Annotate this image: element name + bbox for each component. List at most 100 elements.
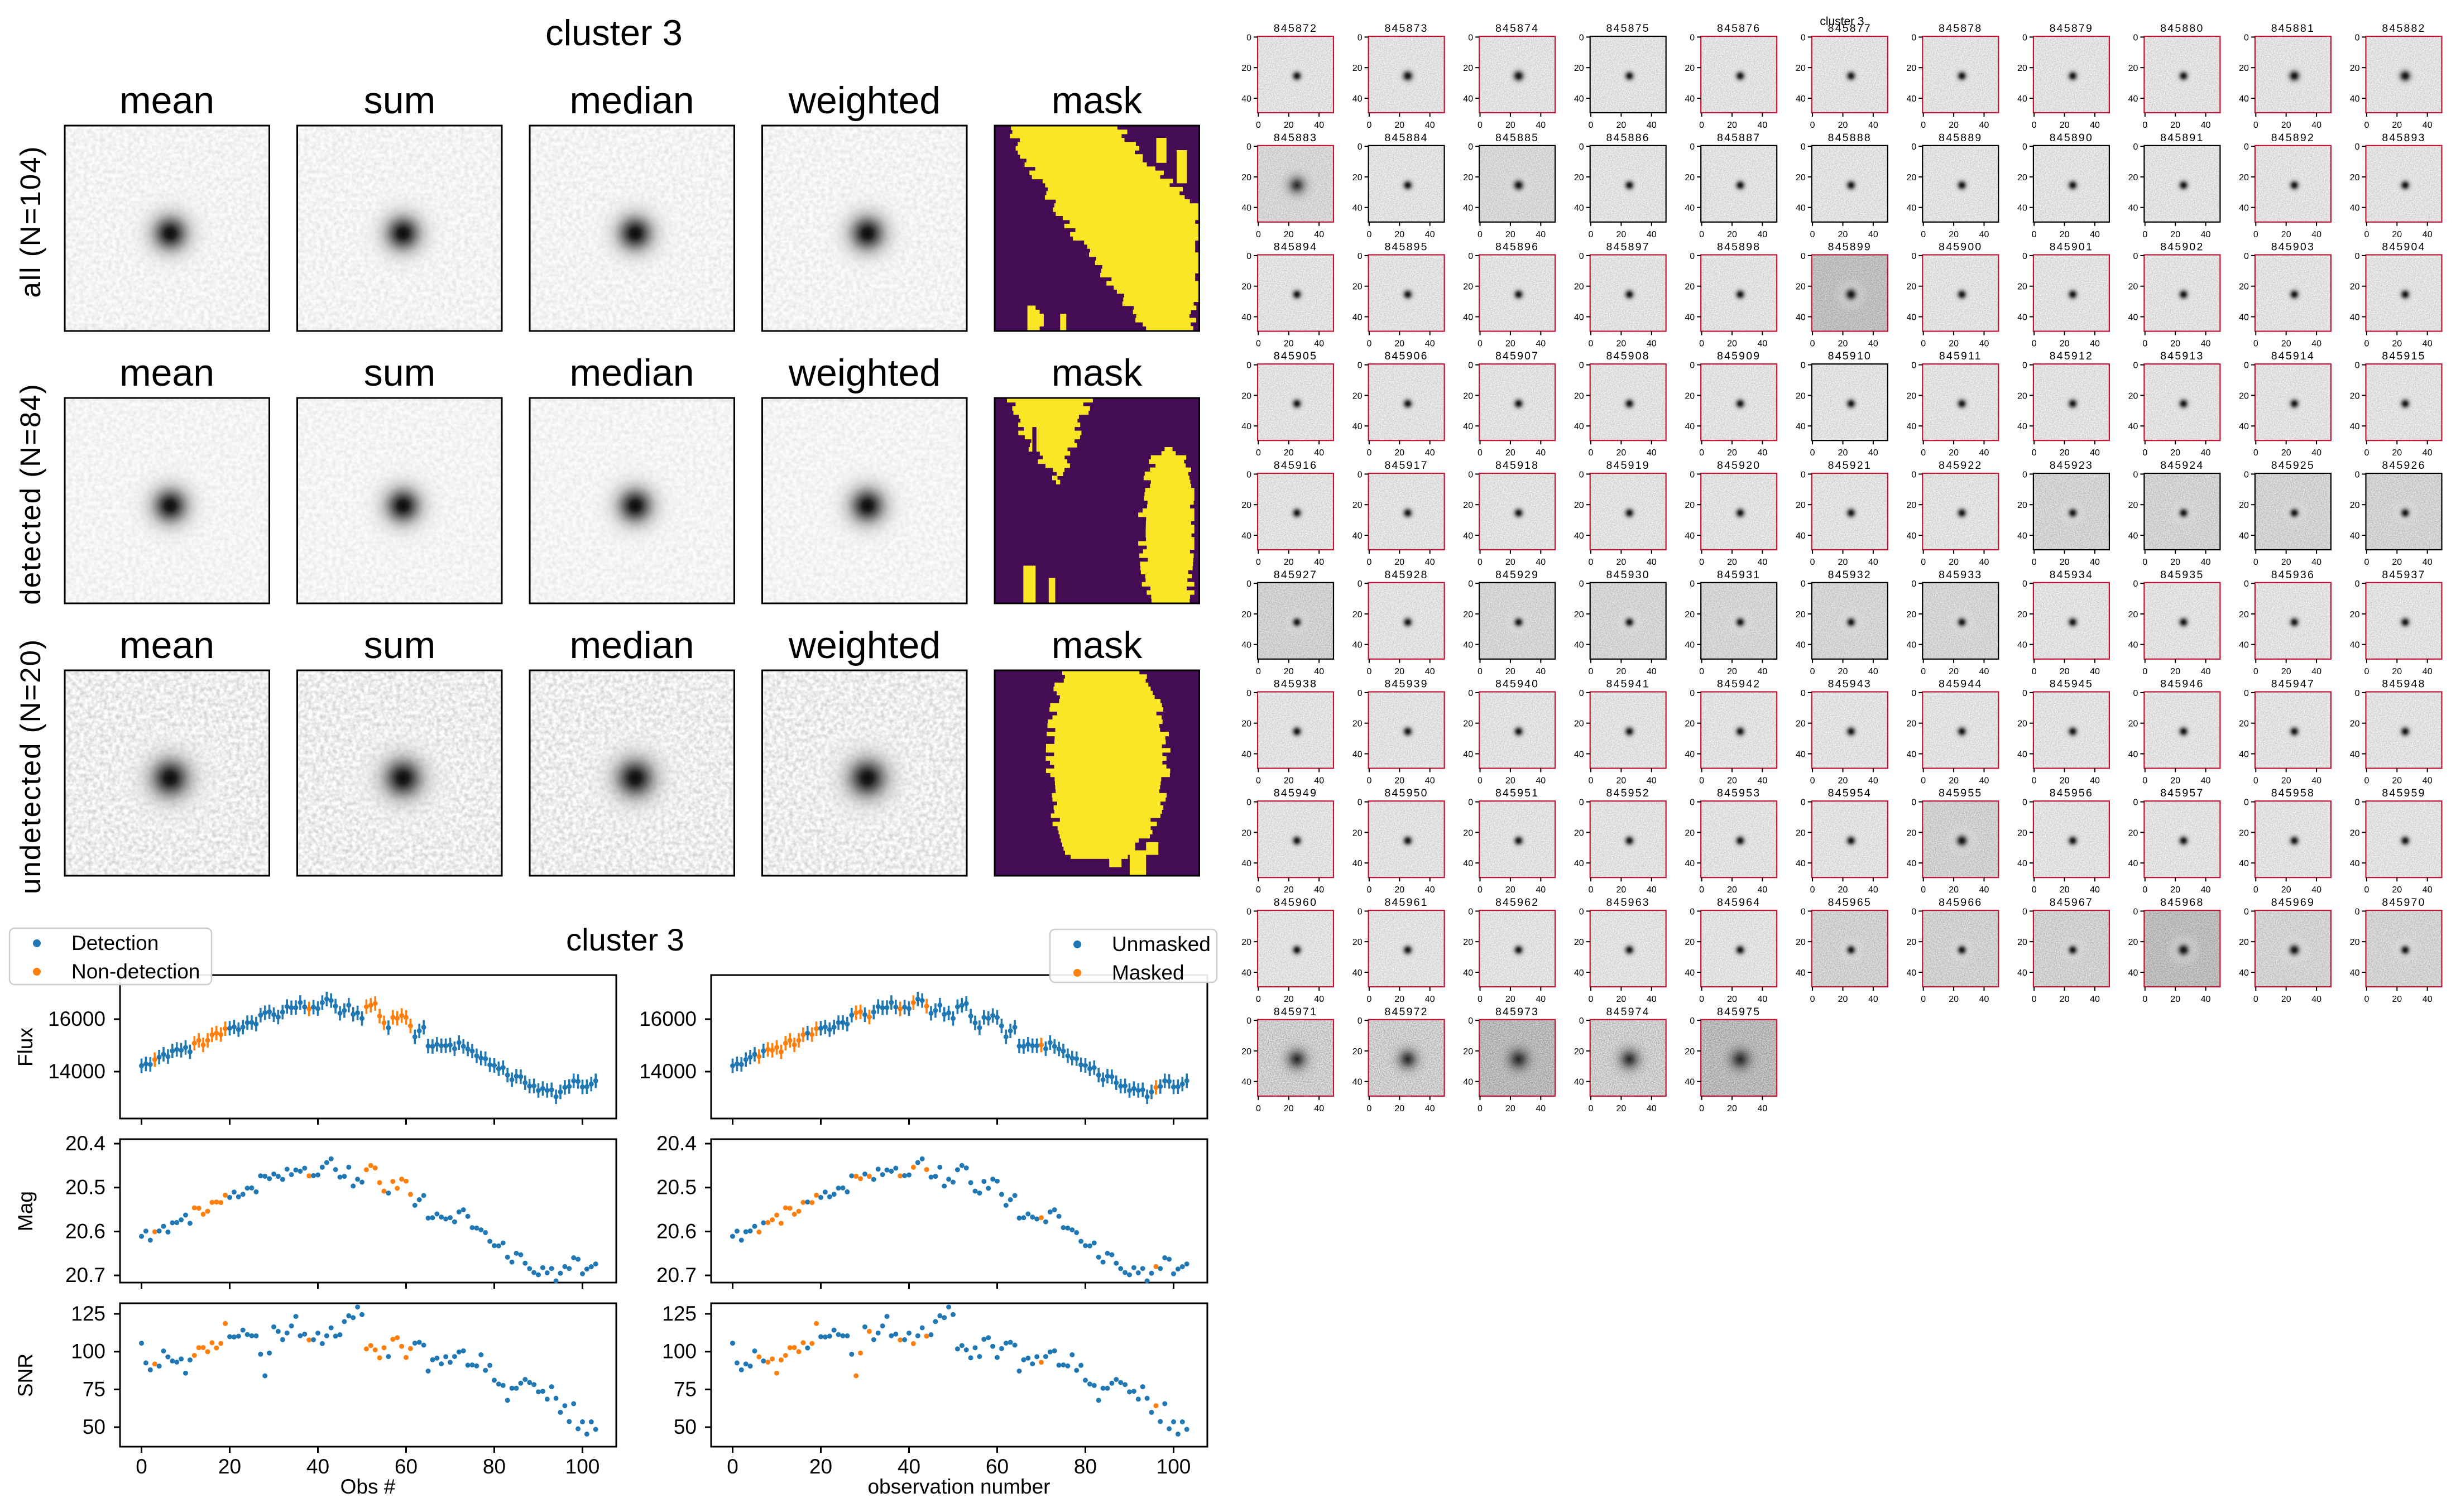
svg-text:40: 40 — [1425, 448, 1435, 458]
svg-text:845959: 845959 — [2382, 787, 2425, 799]
svg-text:20: 20 — [1949, 339, 1959, 349]
svg-text:40: 40 — [2311, 339, 2321, 349]
svg-text:20.7: 20.7 — [65, 1264, 105, 1287]
svg-text:40: 40 — [2128, 94, 2138, 104]
svg-text:40: 40 — [2090, 448, 2100, 458]
svg-text:0: 0 — [1478, 995, 1483, 1004]
svg-text:20: 20 — [1727, 885, 1737, 895]
svg-text:20: 20 — [1796, 719, 1806, 729]
svg-text:40: 40 — [1868, 776, 1878, 786]
svg-text:20: 20 — [2170, 885, 2180, 895]
svg-text:40: 40 — [2239, 313, 2249, 323]
svg-text:100: 100 — [71, 1340, 105, 1363]
svg-text:0: 0 — [1589, 995, 1594, 1004]
svg-text:0: 0 — [1589, 558, 1594, 567]
svg-text:0: 0 — [1911, 470, 1916, 479]
svg-text:40: 40 — [1241, 750, 1251, 760]
svg-text:40: 40 — [2017, 750, 2027, 760]
svg-text:0: 0 — [2355, 252, 2360, 261]
svg-text:40: 40 — [1536, 995, 1546, 1004]
svg-text:0: 0 — [1366, 1104, 1371, 1113]
svg-text:40: 40 — [2128, 204, 2138, 213]
svg-text:0: 0 — [1579, 907, 1584, 916]
svg-text:40: 40 — [1314, 121, 1324, 130]
svg-text:20: 20 — [2350, 719, 2360, 729]
svg-text:0: 0 — [1801, 907, 1806, 916]
svg-text:845934: 845934 — [2050, 569, 2093, 581]
svg-text:40: 40 — [1574, 750, 1584, 760]
svg-text:40: 40 — [2311, 230, 2321, 239]
svg-text:40: 40 — [1979, 885, 1989, 895]
svg-text:40: 40 — [2017, 313, 2027, 323]
svg-text:40: 40 — [1685, 641, 1695, 650]
svg-text:20: 20 — [1463, 719, 1473, 729]
svg-text:845961: 845961 — [1384, 896, 1428, 909]
svg-text:0: 0 — [1468, 689, 1473, 698]
svg-text:40: 40 — [1647, 339, 1657, 349]
svg-text:40: 40 — [1536, 667, 1546, 676]
svg-text:40: 40 — [1647, 995, 1657, 1004]
svg-text:0: 0 — [2142, 667, 2147, 676]
svg-text:40: 40 — [1536, 776, 1546, 786]
svg-text:40: 40 — [1758, 667, 1768, 676]
svg-text:0: 0 — [2253, 667, 2258, 676]
svg-text:20: 20 — [1394, 995, 1404, 1004]
svg-text:0: 0 — [1468, 579, 1473, 589]
svg-text:40: 40 — [2239, 641, 2249, 650]
svg-text:125: 125 — [662, 1302, 697, 1325]
svg-text:40: 40 — [1647, 448, 1657, 458]
svg-text:20: 20 — [1505, 776, 1515, 786]
svg-text:40: 40 — [2017, 641, 2027, 650]
svg-text:0: 0 — [2022, 33, 2027, 42]
svg-text:0: 0 — [2142, 558, 2147, 567]
svg-text:mask: mask — [1052, 79, 1143, 122]
svg-text:0: 0 — [1699, 121, 1704, 130]
svg-text:40: 40 — [1979, 667, 1989, 676]
svg-text:40: 40 — [2128, 968, 2138, 978]
svg-text:0: 0 — [1699, 230, 1704, 239]
svg-text:40: 40 — [1758, 776, 1768, 786]
svg-text:845905: 845905 — [1274, 350, 1317, 362]
svg-text:40: 40 — [1979, 230, 1989, 239]
svg-text:100: 100 — [565, 1455, 600, 1478]
svg-text:20: 20 — [1949, 885, 1959, 895]
svg-text:0: 0 — [1478, 776, 1483, 786]
svg-text:845965: 845965 — [1828, 896, 1872, 909]
svg-text:40: 40 — [1907, 204, 1917, 213]
svg-text:40: 40 — [1314, 230, 1324, 239]
svg-text:20: 20 — [1574, 719, 1584, 729]
svg-text:40: 40 — [1574, 859, 1584, 868]
svg-text:20: 20 — [2239, 938, 2249, 947]
svg-text:0: 0 — [2244, 689, 2249, 698]
svg-text:0: 0 — [2355, 142, 2360, 152]
svg-text:0: 0 — [1921, 230, 1926, 239]
svg-text:20: 20 — [1574, 282, 1584, 292]
svg-text:undetected (N=20): undetected (N=20) — [15, 639, 46, 894]
svg-text:845941: 845941 — [1606, 678, 1650, 690]
svg-text:0: 0 — [1478, 1104, 1483, 1113]
svg-text:40: 40 — [2350, 641, 2360, 650]
svg-text:20: 20 — [2281, 448, 2291, 458]
svg-text:0: 0 — [1921, 995, 1926, 1004]
svg-text:40: 40 — [898, 1455, 920, 1478]
svg-text:20: 20 — [2392, 558, 2402, 567]
svg-text:40: 40 — [2017, 968, 2027, 978]
svg-text:20: 20 — [2392, 995, 2402, 1004]
svg-text:40: 40 — [1868, 667, 1878, 676]
svg-text:0: 0 — [1478, 230, 1483, 239]
svg-text:40: 40 — [2423, 776, 2433, 786]
svg-text:0: 0 — [1589, 1104, 1594, 1113]
svg-text:845935: 845935 — [2160, 569, 2204, 581]
svg-text:40: 40 — [1352, 313, 1363, 323]
svg-text:0: 0 — [2142, 121, 2147, 130]
svg-text:845969: 845969 — [2271, 896, 2315, 909]
svg-text:20: 20 — [1352, 173, 1363, 183]
svg-text:0: 0 — [1357, 579, 1363, 589]
svg-text:40: 40 — [2128, 531, 2138, 541]
svg-text:20: 20 — [1838, 776, 1848, 786]
svg-text:Mag: Mag — [14, 1191, 37, 1231]
svg-text:125: 125 — [71, 1302, 105, 1325]
svg-text:40: 40 — [2350, 204, 2360, 213]
svg-text:20: 20 — [1685, 719, 1695, 729]
svg-text:cluster 3: cluster 3 — [566, 922, 684, 957]
